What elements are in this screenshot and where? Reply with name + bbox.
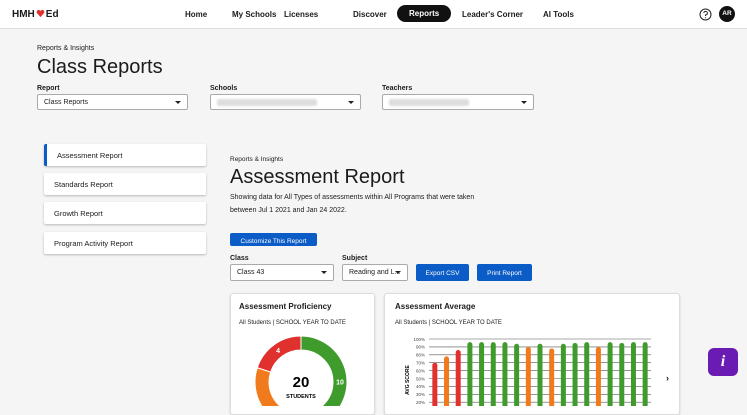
bar <box>630 342 636 406</box>
nav-item[interactable]: Home <box>185 10 208 19</box>
y-tick-label: 30% <box>416 392 425 397</box>
page-title: Class Reports <box>37 56 163 78</box>
report-title: Assessment Report <box>230 166 405 188</box>
y-tick-label: 90% <box>416 345 425 350</box>
nav-item[interactable]: Licenses <box>284 10 319 19</box>
card-subtitle: All Students | SCHOOL YEAR TO DATE <box>395 320 502 326</box>
nav-bar: HMH Ed Home My Schools Licenses Discover Repo… <box>0 0 747 29</box>
y-tick-label: 50% <box>416 376 425 381</box>
bar <box>479 342 485 406</box>
y-tick-label: 80% <box>416 353 425 358</box>
bar <box>525 346 531 406</box>
info-widget[interactable]: i <box>708 348 738 376</box>
y-axis-label: AVG SCORE <box>405 365 411 395</box>
bar <box>502 342 508 406</box>
logo-heart <box>36 9 45 18</box>
report-select[interactable]: Class Reports <box>37 94 188 110</box>
bar-chart: 20% 30% 40% 50% 60% 70% 80% 90% 100% AVG SCORE <box>405 337 651 406</box>
nav-item[interactable]: Reports <box>397 5 452 22</box>
center-value: 20 <box>293 374 310 391</box>
nav-item[interactable]: AI Tools <box>543 10 574 19</box>
sidebar-item[interactable]: Standards Report <box>44 173 206 195</box>
breadcrumb: Reports & Insights <box>37 45 95 52</box>
bar <box>444 356 450 406</box>
select-value: Reading and L... <box>349 269 401 276</box>
schools-select[interactable] <box>210 94 361 110</box>
bar <box>560 343 566 406</box>
bar <box>490 342 496 406</box>
segment-label: 4 <box>276 348 280 355</box>
export-button[interactable]: Export CSV <box>416 264 469 281</box>
blurred-value <box>217 99 317 106</box>
nav-item[interactable]: Discover <box>353 10 387 19</box>
bar <box>537 343 543 406</box>
print-button[interactable]: Print Report <box>477 264 532 281</box>
bar <box>584 342 590 406</box>
next-arrow[interactable]: › <box>666 373 669 383</box>
description-line: between Jul 1 2021 and Jan 24 2022. <box>230 207 347 214</box>
sidebar-item[interactable]: Growth Report <box>44 202 206 224</box>
help-icon[interactable] <box>699 8 712 21</box>
filter-label: Teachers <box>382 85 413 92</box>
y-tick-label: 70% <box>416 361 425 366</box>
teachers-select[interactable] <box>382 94 534 110</box>
proficiency-card: Assessment Proficiency All Students | SC… <box>230 293 375 415</box>
filter-label: Schools <box>210 85 238 92</box>
donut-chart: 4 10 20 STUDENTS <box>254 335 348 406</box>
bar <box>595 346 601 406</box>
y-tick-label: 40% <box>416 384 425 389</box>
bar <box>607 342 613 406</box>
bar <box>467 342 473 406</box>
segment-label: 10 <box>336 380 344 387</box>
center-label: STUDENTS <box>286 394 316 400</box>
bar <box>514 343 520 406</box>
bar <box>549 348 555 406</box>
donut-segment <box>300 335 348 406</box>
customize-button[interactable]: Customize This Report <box>230 233 317 246</box>
blurred-value <box>389 99 469 106</box>
select-value: Class Reports <box>44 99 88 106</box>
description-line: Showing data for All Types of assessment… <box>230 194 475 201</box>
filter-label: Report <box>37 85 60 92</box>
card-title: Assessment Average <box>395 302 476 311</box>
logo-right: Ed <box>45 9 59 20</box>
sidebar-item[interactable]: Assessment Report <box>44 144 206 166</box>
nav-item[interactable]: My Schools <box>232 10 277 19</box>
y-tick-label: 60% <box>416 368 425 373</box>
card-title: Assessment Proficiency <box>239 302 332 311</box>
average-card: Assessment Average All Students | SCHOOL… <box>384 293 680 415</box>
class-select[interactable]: Class 43 <box>230 264 334 281</box>
subject-select[interactable]: Reading and L... <box>342 264 408 281</box>
y-tick-label: 100% <box>413 337 425 342</box>
logo[interactable]: HMH Ed <box>12 9 59 20</box>
y-tick-label: 20% <box>416 400 425 405</box>
bar <box>572 342 578 406</box>
bar <box>432 362 438 406</box>
sidebar-item[interactable]: Program Activity Report <box>44 232 206 254</box>
card-subtitle: All Students | SCHOOL YEAR TO DATE <box>239 320 346 326</box>
bar <box>619 342 625 406</box>
nav-item[interactable]: Leader's Corner <box>462 10 524 19</box>
avatar[interactable]: AR <box>719 6 735 22</box>
bar <box>455 350 461 406</box>
donut-segment <box>254 367 281 406</box>
class-label: Class <box>230 255 249 262</box>
select-value: Class 43 <box>237 269 265 276</box>
bar <box>642 342 648 406</box>
breadcrumb: Reports & Insights <box>230 156 284 163</box>
subject-label: Subject <box>342 255 368 262</box>
logo-left: HMH <box>12 9 35 20</box>
